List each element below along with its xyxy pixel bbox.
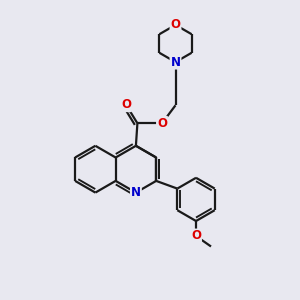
Text: N: N xyxy=(131,186,141,199)
Text: N: N xyxy=(170,56,181,69)
Text: O: O xyxy=(121,98,131,111)
Text: O: O xyxy=(191,230,201,242)
Text: O: O xyxy=(170,18,181,32)
Text: O: O xyxy=(157,117,167,130)
